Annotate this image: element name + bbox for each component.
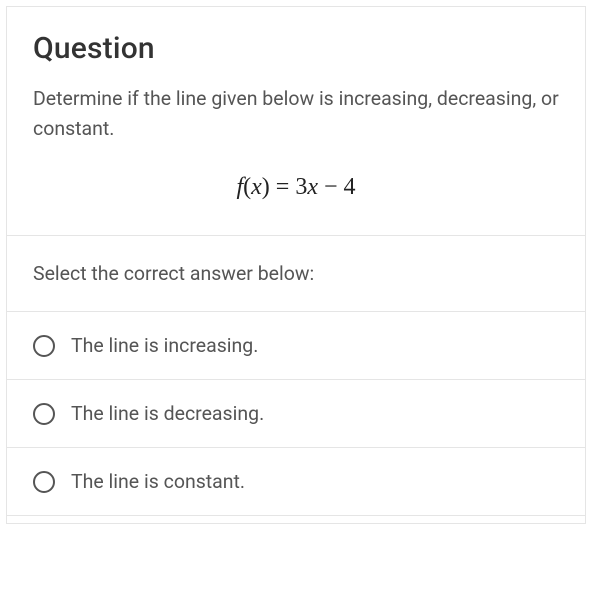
option-row-constant[interactable]: The line is constant.: [7, 447, 585, 515]
equation-close-paren: ): [262, 174, 270, 200]
radio-icon: [33, 403, 55, 425]
question-card: Question Determine if the line given bel…: [6, 6, 586, 524]
option-row-decreasing[interactable]: The line is decreasing.: [7, 379, 585, 447]
radio-icon: [33, 471, 55, 493]
equation-coef: 3: [295, 174, 307, 200]
question-header: Question Determine if the line given bel…: [7, 7, 585, 235]
equation-rhs-x: x: [307, 174, 318, 200]
equation-var-x: x: [251, 174, 262, 200]
equation-open-paren: (: [243, 174, 251, 200]
equation-const: 4: [344, 174, 356, 200]
instruction-row: Select the correct answer below:: [7, 235, 585, 311]
question-prompt: Determine if the line given below is inc…: [33, 84, 559, 144]
question-title: Question: [33, 31, 559, 66]
trailing-divider: [7, 515, 585, 523]
radio-icon: [33, 335, 55, 357]
equation: f(x) = 3x − 4: [236, 174, 355, 200]
instruction-text: Select the correct answer below:: [33, 262, 559, 285]
equation-minus: −: [318, 174, 344, 200]
option-label: The line is decreasing.: [71, 402, 264, 425]
option-label: The line is constant.: [71, 470, 245, 493]
option-label: The line is increasing.: [71, 334, 258, 357]
option-row-increasing[interactable]: The line is increasing.: [7, 311, 585, 379]
equation-block: f(x) = 3x − 4: [33, 174, 559, 201]
equation-equals: =: [270, 174, 296, 200]
